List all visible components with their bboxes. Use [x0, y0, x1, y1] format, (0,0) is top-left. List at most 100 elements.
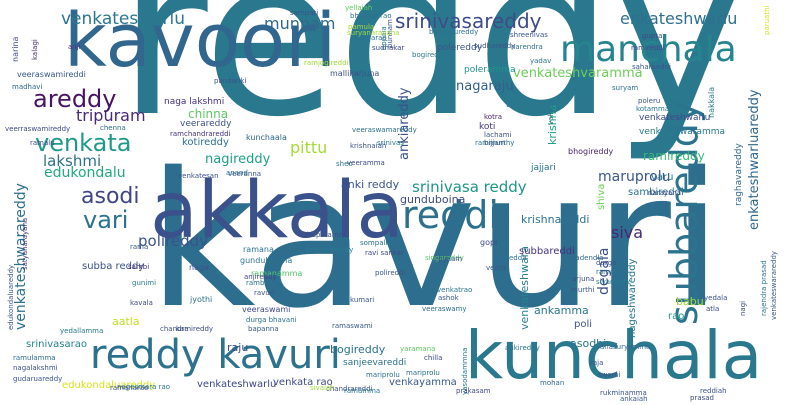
word: sudhareddy	[474, 42, 516, 50]
word: manchala	[560, 29, 737, 70]
word: kunchala	[465, 317, 763, 394]
word: ankireddy	[505, 344, 540, 352]
word: raju	[227, 341, 249, 354]
word: gunimi	[132, 279, 157, 287]
word: veerareddy	[180, 119, 232, 129]
word: srinivasareddy	[395, 9, 542, 33]
word: nageshwareddy	[627, 258, 638, 338]
word: jyothi	[190, 295, 213, 304]
word: reddi	[402, 193, 499, 237]
word: venkateshwarlu	[197, 379, 277, 390]
word: vari	[83, 206, 129, 234]
word: veeraswami	[242, 305, 291, 314]
word: shreenivas	[510, 31, 548, 39]
word: pittu	[290, 138, 328, 157]
word: koti	[479, 122, 496, 132]
word: prakasam	[456, 387, 491, 395]
word: reddy kavuri	[90, 332, 341, 378]
word: prasad	[690, 394, 714, 402]
word: bikshalureddy	[429, 28, 479, 36]
word: veeramma	[347, 159, 385, 167]
word: kumari	[350, 296, 375, 304]
word: maruprolu	[598, 169, 671, 185]
word: kotra	[484, 113, 502, 121]
word: venkateswarlu	[61, 9, 186, 29]
word: polireddi	[375, 269, 406, 277]
word: veeraswamy	[422, 305, 467, 313]
word: anki reddy	[341, 178, 400, 191]
word: ravi sankar	[365, 249, 404, 257]
word: venkatesan	[178, 172, 219, 180]
word: mallikarjuna	[330, 69, 380, 78]
word: singareddy	[425, 254, 464, 262]
word: lachami	[484, 131, 512, 139]
word: nadendla	[571, 254, 604, 262]
word: ankiareddy	[397, 87, 412, 160]
word: sheo	[336, 160, 353, 168]
word: rajendra prasad	[760, 260, 768, 316]
word: narina	[11, 36, 20, 62]
word: ramjogireddi	[304, 59, 349, 67]
word: yaramana	[400, 345, 436, 353]
word: varu	[651, 172, 674, 183]
word: srinivasa reddy	[412, 178, 527, 196]
word: pandanki	[214, 77, 247, 85]
word: naga	[189, 263, 209, 272]
word: anji	[68, 43, 81, 51]
word: ramarao	[596, 268, 626, 276]
word: ramireddy	[643, 149, 705, 163]
word: subbarao	[354, 34, 387, 42]
word: veeranna	[228, 170, 262, 178]
word: venkateswaramma	[639, 127, 726, 137]
word: bhaskar rao	[350, 12, 392, 20]
word: durga bhavani	[246, 316, 297, 324]
word: gudaruareddy	[13, 375, 63, 383]
word: srinivas	[377, 139, 404, 147]
word: nagireddy	[205, 152, 271, 167]
word: pynam	[438, 255, 463, 263]
word: subbareddi	[519, 246, 575, 257]
word: veerraswamireddy	[5, 125, 71, 133]
word: nagaraju	[456, 79, 514, 94]
word: vallapu	[547, 99, 555, 126]
word: mariprolu	[406, 369, 440, 377]
word: mariprolu	[366, 371, 400, 379]
word: kunchaala	[246, 133, 287, 142]
word: ramaswami	[332, 322, 373, 330]
word: nagesmara rao	[117, 383, 171, 391]
word: murthi	[571, 286, 595, 294]
word: ashok	[438, 294, 459, 302]
word: veeraswamareddy	[352, 126, 417, 134]
word: krishnaiah	[350, 142, 387, 150]
word: munnam	[264, 14, 336, 33]
word: ramchandrareddi	[170, 130, 231, 138]
word: polereddy	[437, 43, 483, 53]
word: veeraswamireddi	[17, 70, 86, 79]
word: sambi	[128, 263, 150, 271]
word: rao	[668, 311, 685, 322]
word: raja	[590, 359, 604, 367]
word: chandra	[160, 325, 189, 333]
word: kavoori	[64, 0, 337, 84]
word: nagalakshmi	[13, 364, 58, 372]
word: venkateshvaramma	[513, 66, 643, 81]
word: paruathi	[763, 5, 771, 35]
word: narendra	[511, 43, 543, 51]
word: ankaiah	[620, 395, 648, 403]
word: sivaiah	[310, 384, 335, 392]
word: lakshmi	[43, 152, 102, 170]
word: poli	[574, 319, 593, 330]
word: sivareddy	[596, 278, 631, 286]
word: anjireddy	[244, 273, 277, 281]
word: venkatrao	[437, 286, 473, 294]
word: siva	[611, 223, 644, 242]
word: bijjam	[484, 139, 506, 147]
word: arjuna	[572, 275, 595, 283]
word: reddy	[118, 0, 743, 165]
word: tripuram	[76, 106, 146, 125]
word: bhogireddy	[568, 147, 614, 156]
word: edukondalu	[44, 165, 126, 181]
word: brahmareddy	[306, 246, 354, 254]
word: ravuri	[254, 289, 275, 297]
word: nagi	[739, 300, 747, 316]
